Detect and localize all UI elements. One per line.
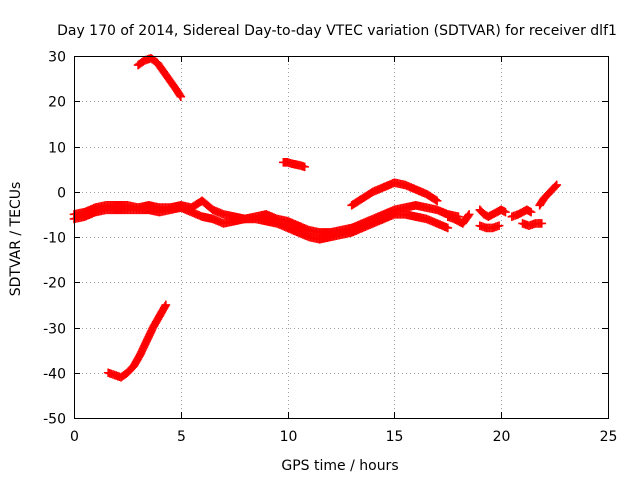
series-tail-cluster-c — [475, 221, 504, 233]
data-point — [432, 196, 442, 206]
data-point — [537, 219, 547, 228]
data-point — [161, 300, 171, 310]
series-main-band-lower — [69, 203, 453, 244]
data-point — [526, 207, 536, 217]
x-axis-label: GPS time / hours — [281, 458, 398, 474]
data-point — [552, 180, 562, 190]
data-point — [551, 181, 560, 191]
y-tick-label: -20 — [43, 276, 66, 292]
series-tail-cluster-a — [443, 210, 474, 228]
data-point — [160, 301, 170, 311]
axis-ticks: 0 5 10 15 20 25 -50 -40 -30 -20 -10 0 10 20 30 — [43, 50, 617, 446]
data-point — [175, 91, 185, 100]
chart-title: Day 170 of 2014, Sidereal Day-to-day VTE… — [57, 23, 617, 39]
series-tail-cluster-e — [518, 219, 547, 230]
x-tick-label: 10 — [280, 429, 298, 445]
y-tick-label: 30 — [48, 50, 66, 66]
y-tick-label: -50 — [43, 412, 66, 428]
series-tail-cluster-d — [507, 205, 536, 221]
data-point — [443, 223, 453, 233]
y-tick-label: -10 — [43, 231, 66, 247]
data-markers — [69, 53, 562, 382]
grid — [74, 56, 608, 418]
x-tick-label: 15 — [386, 429, 404, 445]
x-tick-label: 20 — [493, 429, 511, 445]
series-arc-early-high — [133, 53, 186, 102]
data-point — [494, 221, 504, 230]
y-axis-label: SDTVAR / TECUs — [8, 182, 24, 297]
y-tick-label: -30 — [43, 322, 66, 338]
x-tick-label: 25 — [600, 429, 618, 445]
data-point — [464, 210, 474, 219]
data-point — [176, 92, 186, 102]
series-arc-early-low — [103, 300, 171, 382]
data-point — [463, 211, 473, 220]
data-point — [300, 162, 309, 172]
x-tick-label: 5 — [177, 429, 186, 445]
x-tick-label: 0 — [70, 429, 79, 445]
series-arc-upper — [347, 178, 442, 210]
y-tick-label: 10 — [48, 141, 66, 157]
y-tick-label: -40 — [43, 367, 66, 383]
data-point — [501, 207, 510, 217]
data-point — [431, 195, 441, 205]
series-tail-rise — [535, 180, 562, 210]
y-tick-label: 20 — [48, 95, 66, 111]
series-tail-cluster-b — [475, 205, 510, 221]
series-arc-small-high — [279, 158, 309, 172]
y-tick-label: 0 — [57, 186, 66, 202]
